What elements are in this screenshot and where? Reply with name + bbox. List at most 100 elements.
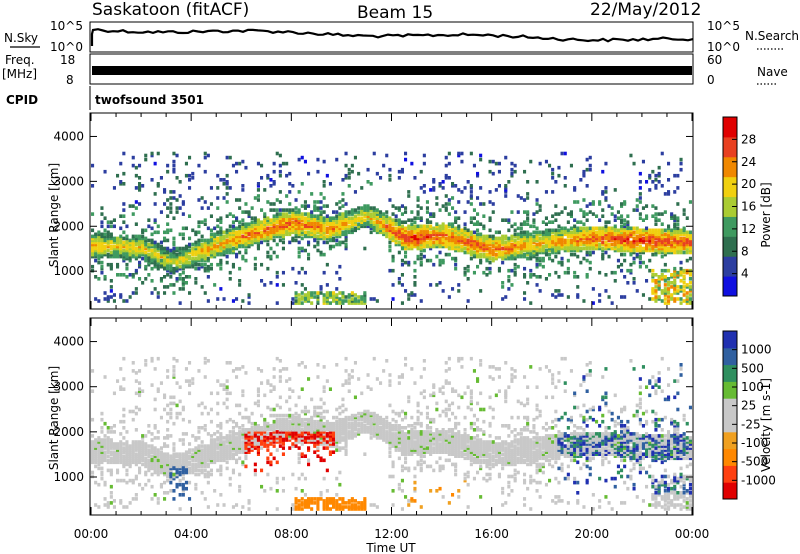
power-cell [172, 163, 176, 168]
velocity-cell [109, 450, 113, 454]
power-cell [385, 232, 389, 237]
power-cell [416, 254, 420, 259]
power-cell [400, 242, 404, 247]
velocity-cell [203, 375, 207, 379]
power-cell [297, 228, 301, 233]
velocity-cell [206, 446, 210, 450]
power-cell [507, 287, 511, 291]
power-cell [582, 232, 586, 237]
power-cell [360, 218, 364, 222]
power-cell [551, 214, 555, 218]
power-cell [128, 244, 132, 249]
power-cell [141, 184, 145, 188]
velocity-cell [134, 460, 138, 465]
power-cell [172, 283, 176, 287]
velocity-cell [316, 436, 320, 440]
velocity-cell [138, 450, 142, 454]
power-cell [629, 270, 633, 275]
velocity-cell [203, 361, 207, 365]
power-cell [206, 299, 210, 303]
power-cell [454, 234, 458, 239]
power-cell [175, 258, 179, 263]
velocity-cell [319, 458, 323, 463]
power-cell [300, 230, 304, 235]
power-cell [109, 250, 113, 255]
power-cell [382, 216, 386, 220]
power-cell [188, 248, 192, 253]
power-cell [632, 248, 636, 253]
power-cell [641, 240, 645, 245]
power-cell [526, 192, 530, 196]
power-cell [344, 234, 348, 239]
velocity-cell [138, 381, 142, 385]
power-cell [529, 159, 533, 164]
velocity-cell [266, 438, 270, 442]
power-cell [275, 242, 279, 247]
power-cell [303, 297, 307, 301]
power-cell [94, 250, 98, 255]
velocity-cell [91, 434, 95, 438]
power-cell [538, 289, 542, 293]
power-cell [153, 220, 157, 224]
power-cell [385, 218, 389, 222]
velocity-cell [310, 428, 314, 432]
power-cell [404, 234, 408, 239]
velocity-cell [238, 448, 242, 452]
power-cell [466, 268, 470, 273]
power-cell [178, 287, 182, 291]
velocity-cell [263, 419, 267, 424]
power-cell [256, 224, 260, 229]
velocity-cell [119, 444, 123, 448]
velocity-cell [310, 436, 314, 440]
velocity-cell [247, 436, 251, 440]
velocity-cell [91, 470, 95, 475]
power-cell [482, 214, 486, 218]
power-cell [513, 254, 517, 259]
power-cell [341, 299, 345, 303]
power-cell [256, 240, 260, 245]
power-cell [501, 240, 505, 245]
power-cell [548, 244, 552, 249]
velocity-cell [222, 452, 226, 456]
power-cell [651, 244, 655, 249]
power-cell [557, 289, 561, 293]
velocity-cell [247, 446, 251, 450]
velocity-cell [100, 456, 104, 461]
power-cell [228, 234, 232, 239]
power-cell [601, 234, 605, 239]
power-cell [613, 228, 617, 233]
power-cell [654, 248, 658, 253]
power-cell [297, 297, 301, 301]
power-cell [272, 208, 276, 212]
power-cell [588, 266, 592, 271]
power-cell [216, 262, 220, 267]
velocity-cell [109, 442, 113, 446]
velocity-cell [109, 440, 113, 444]
power-cell [138, 260, 142, 265]
velocity-cell [253, 446, 257, 450]
velocity-cell [263, 444, 267, 448]
power-cell [679, 301, 683, 305]
velocity-cell [91, 417, 95, 422]
velocity-cell [238, 484, 242, 489]
power-cell [407, 297, 411, 301]
power-cell [332, 297, 336, 301]
velocity-cell [156, 450, 160, 454]
power-cell [560, 262, 564, 267]
power-cell [482, 224, 486, 229]
power-cell [256, 182, 260, 186]
power-cell [319, 236, 323, 241]
velocity-cell [219, 472, 223, 477]
power-cell [429, 224, 433, 229]
power-cell [447, 212, 451, 216]
power-cell [444, 163, 448, 168]
power-cell [670, 216, 674, 220]
velocity-cell [122, 446, 126, 450]
power-cell [620, 232, 624, 237]
power-cell [307, 299, 311, 303]
power-cell [109, 295, 113, 299]
power-cell [497, 244, 501, 249]
velocity-cell [269, 389, 273, 393]
power-cell [297, 220, 301, 224]
velocity-cell [238, 436, 242, 440]
